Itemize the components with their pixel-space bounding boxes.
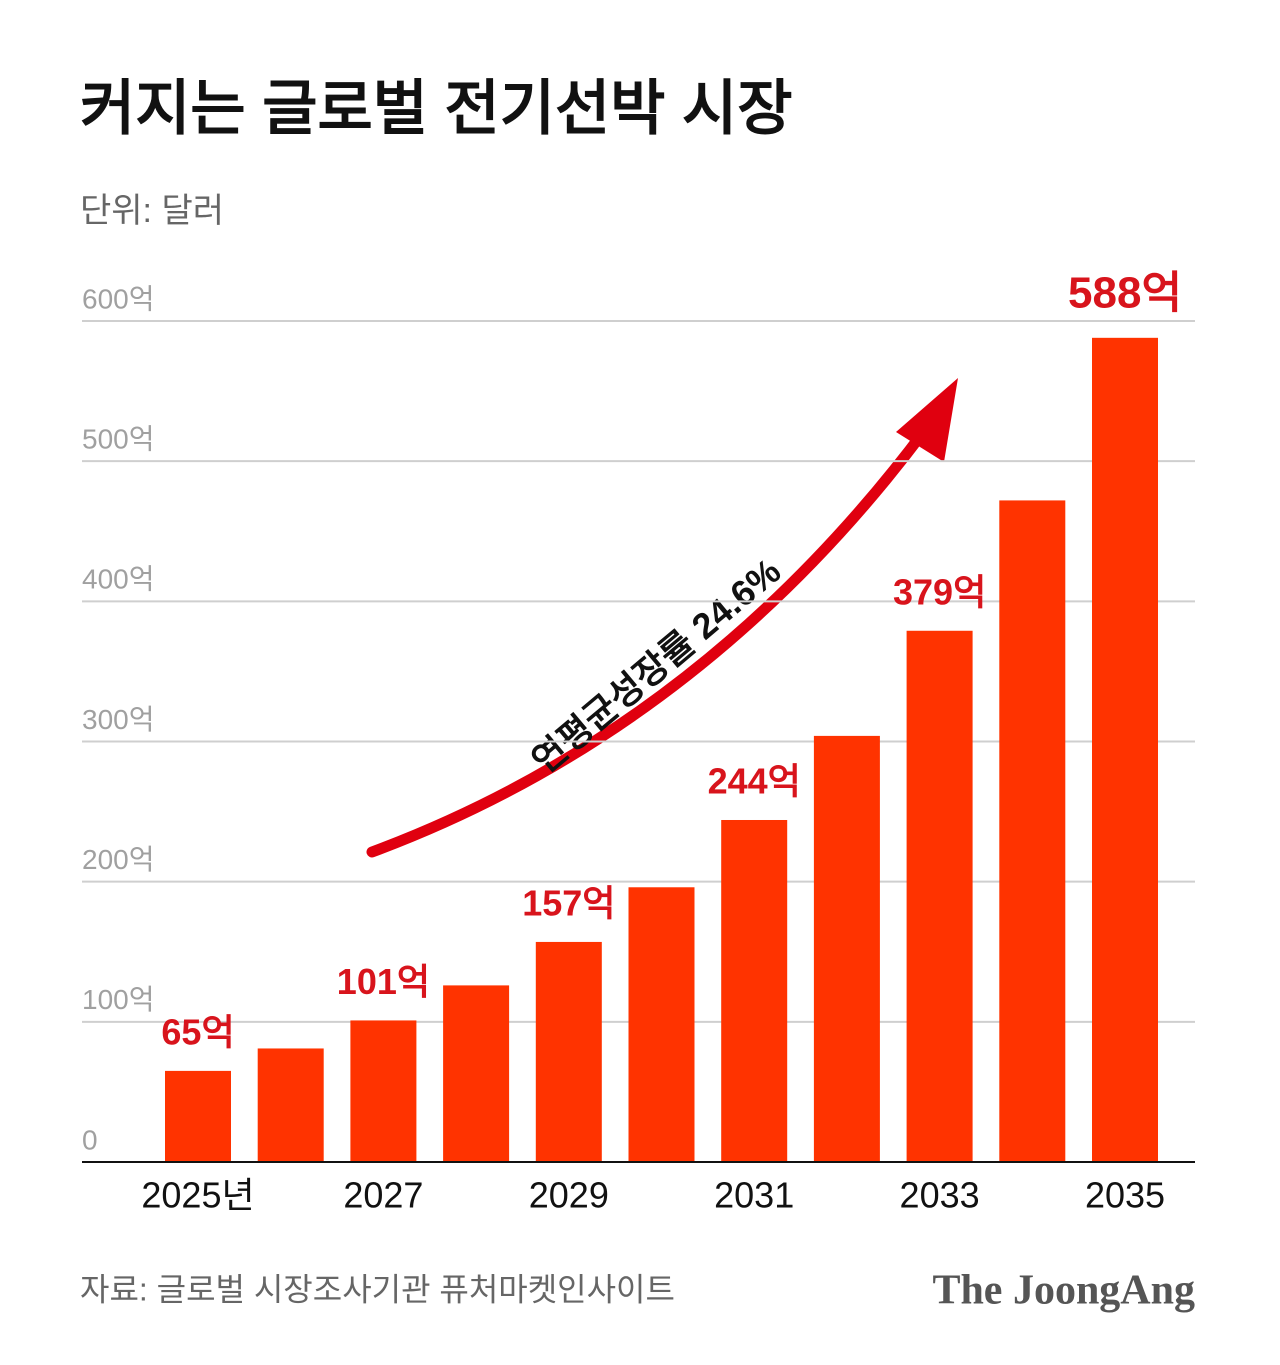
value-label: 588억 [1068, 268, 1182, 317]
chart-subtitle: 단위: 달러 [80, 192, 224, 230]
y-tick-label: 500억 [82, 424, 154, 455]
bar [721, 819, 788, 1162]
x-tick-label: 2027 [343, 1175, 423, 1216]
y-tick-label: 600억 [82, 283, 154, 314]
y-tick-label: 0 [82, 1124, 98, 1155]
arrow-head [896, 378, 958, 462]
bar [1092, 337, 1158, 1162]
value-label: 244억 [708, 761, 801, 802]
growth-arrow [366, 424, 931, 858]
bar [165, 1070, 231, 1162]
bar [906, 630, 973, 1162]
x-tick-label: 2025년 [141, 1175, 254, 1216]
value-label: 379억 [893, 571, 986, 612]
bar [999, 500, 1066, 1162]
x-tick-label: 2035 [1085, 1175, 1165, 1216]
bar [813, 735, 880, 1162]
y-tick-label: 300억 [82, 704, 154, 735]
bar [443, 985, 510, 1162]
y-tick-label: 400억 [82, 564, 154, 595]
x-tick-label: 2031 [714, 1175, 794, 1216]
source: 자료: 글로벌 시장조사기관 퓨처마켓인사이트 [80, 1271, 675, 1307]
y-tick-label: 100억 [82, 984, 154, 1015]
bar [350, 1020, 417, 1162]
value-label: 65억 [161, 1011, 234, 1052]
value-label: 101억 [337, 961, 430, 1002]
bar [257, 1048, 324, 1162]
bar [535, 941, 602, 1162]
x-tick-label: 2033 [900, 1175, 980, 1216]
x-tick-label: 2029 [529, 1175, 609, 1216]
annotation: 연평균성장률 24.6% [524, 550, 788, 781]
y-tick-label: 200억 [82, 844, 154, 875]
bar [628, 887, 695, 1162]
chart-title: 커지는 글로벌 전기선박 시장 [80, 75, 792, 142]
value-label: 157억 [522, 882, 615, 923]
brand: The JoongAng [932, 1268, 1195, 1314]
